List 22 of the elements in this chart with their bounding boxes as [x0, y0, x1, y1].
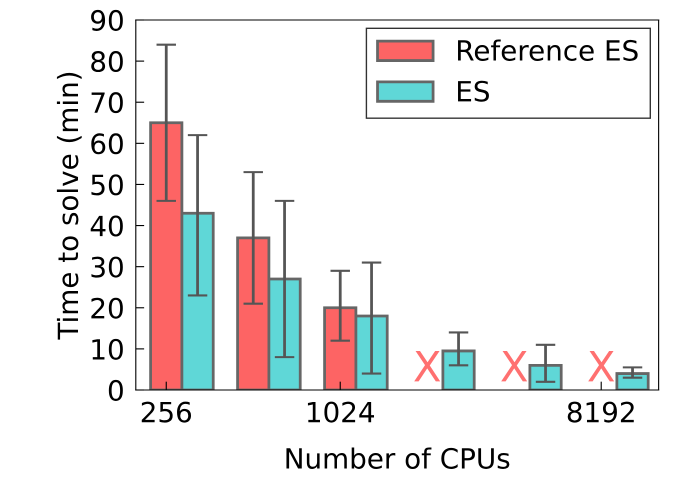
legend-label: ES: [458, 80, 489, 102]
y-tick-label: 10: [92, 338, 123, 360]
y-tick-label: 60: [91, 133, 123, 154]
x-tick-label: 8192: [568, 402, 634, 423]
y-tick-label: 90: [91, 10, 123, 31]
x-axis-title: Number of CPUs: [286, 447, 510, 469]
y-tick-label: 50: [91, 174, 123, 196]
bar: [441, 350, 476, 390]
y-tick-label: 30: [91, 256, 123, 278]
annotation: X: [414, 350, 440, 382]
annotation: X: [588, 350, 614, 382]
annotation: X: [501, 350, 528, 382]
y-tick-label: 80: [91, 51, 123, 72]
y-tick-label: 0: [108, 380, 123, 401]
bar: [615, 372, 650, 390]
y-tick-label: 20: [91, 298, 123, 319]
legend-label: Reference ES: [458, 39, 638, 61]
x-tick-label: 256: [142, 402, 192, 423]
y-tick-label: 40: [90, 215, 123, 237]
y-axis-title: Time to solve (min): [56, 72, 82, 340]
x-tick-label: 1024: [308, 402, 374, 423]
y-tick-label: 70: [92, 92, 123, 114]
